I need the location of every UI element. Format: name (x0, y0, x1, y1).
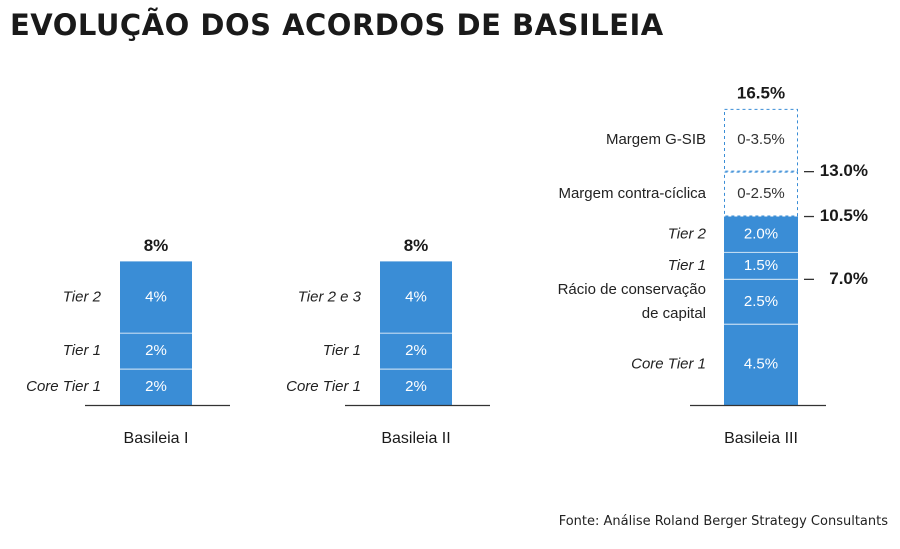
category-label: Basileia I (124, 430, 189, 447)
category-label: Basileia II (381, 430, 450, 447)
segment-value-label: 2% (405, 378, 427, 395)
segment-category-label: Tier 2 (63, 288, 102, 305)
segment-value-label: 2.5% (744, 293, 778, 310)
bar-segment (380, 261, 452, 334)
total-label: 16.5% (737, 83, 785, 102)
segment-value-label: 1.5% (744, 257, 778, 274)
segment-category-label: Tier 1 (323, 342, 361, 359)
segment-value-label: 2% (145, 378, 167, 395)
dashed-segment (724, 108, 798, 172)
segment-category-label: Rácio de conservação (558, 281, 706, 298)
total-label: 8% (404, 236, 429, 255)
source-note: Fonte: Análise Roland Berger Strategy Co… (558, 514, 888, 529)
segment-value-label: 2% (405, 342, 427, 359)
marker-label: 13.0% (820, 161, 868, 180)
category-label: Basileia III (724, 430, 798, 447)
segment-category-label: Core Tier 1 (26, 378, 101, 395)
bar-segment (724, 252, 798, 280)
bar-segment (724, 324, 798, 405)
segment-category-label: de capital (642, 305, 706, 322)
segment-value-label: 4% (145, 288, 167, 305)
segment-category-label: Tier 1 (668, 257, 706, 274)
bar-segment (724, 279, 798, 325)
segment-category-label: Margem contra-cíclica (558, 185, 706, 202)
bar-segment (120, 369, 192, 405)
bar-segment (724, 216, 798, 253)
bar-segment (120, 333, 192, 370)
bar-segment (380, 333, 452, 370)
segment-category-label: Tier 1 (63, 342, 101, 359)
segment-value-label: 4% (405, 288, 427, 305)
chart-title: EVOLUÇÃO DOS ACORDOS DE BASILEIA (10, 8, 664, 42)
segment-value-label: 0-3.5% (737, 131, 785, 148)
segment-value-label: 0-2.5% (737, 185, 785, 202)
segment-category-label: Tier 2 e 3 (298, 288, 362, 305)
total-label: 8% (144, 236, 169, 255)
segment-value-label: 4.5% (744, 356, 778, 373)
segment-category-label: Tier 2 (668, 225, 707, 242)
segment-category-label: Margem G-SIB (606, 131, 706, 148)
segment-category-label: Core Tier 1 (631, 356, 706, 373)
marker-label: 10.5% (820, 206, 868, 225)
bar-segment (380, 369, 452, 405)
segment-value-label: 2.0% (744, 225, 778, 242)
segment-category-label: Core Tier 1 (286, 378, 361, 395)
marker-label: 7.0% (829, 269, 868, 288)
bar-segment (120, 261, 192, 334)
segment-value-label: 2% (145, 342, 167, 359)
dashed-segment (724, 171, 798, 217)
